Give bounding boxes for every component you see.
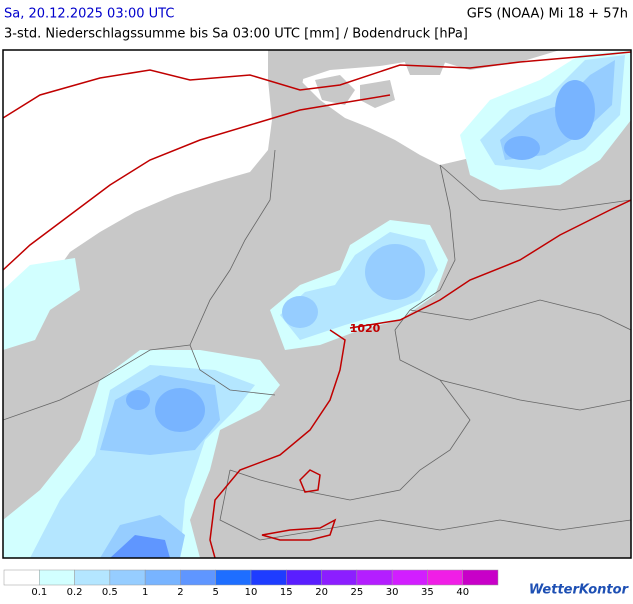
legend-label: 0.2 xyxy=(67,587,83,598)
valid-time: Sa, 20.12.2025 03:00 UTC xyxy=(4,7,174,22)
legend-swatch xyxy=(144,569,181,586)
borders xyxy=(3,149,631,541)
brand: WetterKontor xyxy=(529,583,630,598)
legend-label: 2 xyxy=(177,587,183,598)
legend-swatch xyxy=(321,569,358,586)
precip-area xyxy=(365,244,425,300)
legend-label: 35 xyxy=(421,587,434,598)
legend-swatch xyxy=(39,569,75,586)
precip-area xyxy=(504,136,540,160)
islands xyxy=(315,50,450,108)
north-sea xyxy=(3,50,272,345)
legend-label: 40 xyxy=(456,587,469,598)
legend-swatch xyxy=(3,569,40,586)
isobars xyxy=(3,51,631,558)
precip-area xyxy=(110,535,170,558)
precip-area xyxy=(155,388,205,432)
map: 1020 xyxy=(2,49,632,559)
legend-swatch xyxy=(109,569,146,586)
legend-swatch xyxy=(286,569,322,586)
legend-label: 20 xyxy=(315,587,328,598)
legend-swatch xyxy=(180,569,216,586)
isobar-label: 1020 xyxy=(350,322,381,335)
legend-label: 10 xyxy=(245,587,258,598)
legend-label: 1 xyxy=(142,587,148,598)
subtitle: 3-std. Niederschlagssumme bis Sa 03:00 U… xyxy=(4,27,468,42)
legend-label: 0.5 xyxy=(102,587,118,598)
model-run: GFS (NOAA) Mi 18 + 57h xyxy=(467,7,628,22)
legend-label: 15 xyxy=(280,587,293,598)
precipitation xyxy=(3,50,631,558)
legend-swatch xyxy=(356,569,393,586)
map-frame xyxy=(2,49,632,559)
precip-area xyxy=(126,390,150,410)
precip-area xyxy=(555,80,595,140)
legend-label: 5 xyxy=(213,587,219,598)
legend-swatch xyxy=(215,569,252,586)
legend-label: 0.1 xyxy=(31,587,47,598)
legend-swatch xyxy=(250,569,287,586)
legend-swatch xyxy=(74,569,111,586)
precip-area xyxy=(282,296,318,328)
legend-swatch xyxy=(427,569,463,586)
legend-swatch xyxy=(391,569,428,586)
legend-label: 25 xyxy=(350,587,363,598)
precip-area xyxy=(3,258,80,350)
legend: 0.1 0.2 0.5 1 2 5 10 15 20 25 30 35 40 xyxy=(3,569,499,598)
legend-swatch xyxy=(462,569,499,586)
legend-label: 30 xyxy=(386,587,399,598)
